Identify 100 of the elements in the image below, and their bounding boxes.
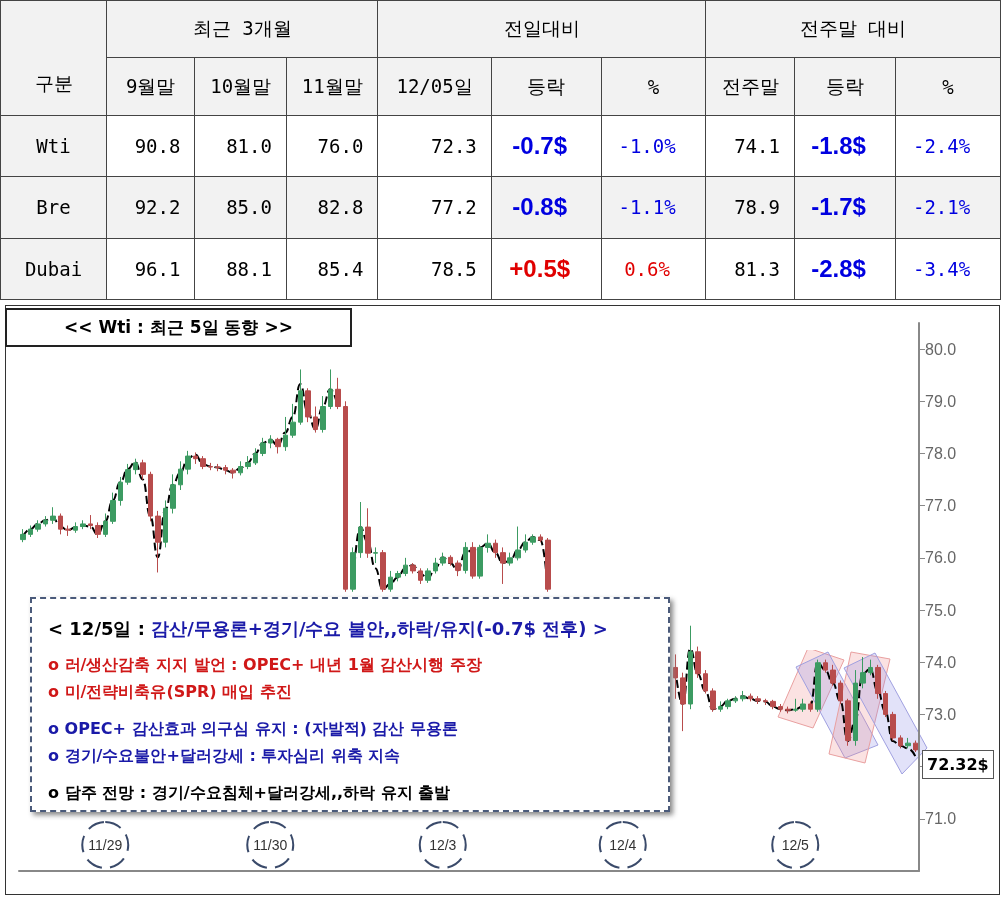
- candlestick: [425, 567, 431, 584]
- text: 72.32$: [922, 750, 994, 779]
- candlestick: [695, 646, 701, 679]
- text: 전일대비: [377, 0, 706, 58]
- text: -2.4%: [912, 135, 971, 158]
- annotation: o OPEC+ 감산효과 의구심 유지 : (자발적) 감산 무용론: [48, 719, 458, 738]
- candlestick: [95, 521, 101, 539]
- text: 72.3: [431, 135, 477, 158]
- text: -1.8$: [811, 132, 866, 160]
- candlestick: [418, 567, 423, 585]
- candlestick: [778, 703, 783, 713]
- candlestick: [170, 473, 176, 514]
- candlestick: [193, 451, 198, 465]
- candlestick: [463, 541, 468, 575]
- candlestick: [785, 706, 791, 714]
- candlestick: [125, 463, 131, 486]
- candlestick: [800, 698, 806, 713]
- category-label: %: [895, 57, 1001, 116]
- candlestick: [20, 528, 26, 543]
- candlestick: [477, 544, 483, 580]
- x-tick-label: 11/30: [253, 837, 288, 853]
- x-tick-label: 12/5: [781, 837, 810, 853]
- candlestick: [230, 467, 236, 480]
- candlestick: [703, 669, 708, 695]
- candlestick: [455, 559, 461, 577]
- category-label: 10월말: [194, 57, 287, 116]
- candlestick: [290, 403, 296, 439]
- annotation: o 러/생산감축 지지 발언 : OPEC+ 내년 1월 감산시행 주장: [48, 655, 482, 674]
- candlestick: [755, 695, 761, 705]
- candlestick: [688, 625, 693, 710]
- text: 90.8: [134, 135, 181, 158]
- category-label: 11월말: [286, 57, 378, 116]
- category-label: 9월말: [106, 57, 195, 116]
- candlestick: [88, 514, 93, 530]
- candlestick: [185, 450, 191, 475]
- candlestick: [335, 377, 341, 410]
- candlestick: [358, 501, 363, 559]
- category-label: Dubai: [24, 257, 83, 280]
- candlestick: [538, 533, 543, 543]
- y-tick-label: 75.0: [925, 601, 957, 619]
- text: -2.1%: [912, 196, 971, 219]
- candlestick: [260, 437, 266, 457]
- candlestick: [493, 539, 498, 559]
- candlestick: [298, 368, 303, 426]
- candlestick: [500, 546, 506, 585]
- text: 78.5: [431, 257, 477, 280]
- candlestick: [545, 537, 551, 593]
- candlestick: [673, 653, 678, 700]
- text: 0.6%: [624, 257, 670, 280]
- candlestick: [178, 460, 183, 491]
- candlestick: [223, 464, 228, 475]
- text: -1.1%: [618, 196, 676, 219]
- candlestick: [133, 458, 138, 475]
- candlestick: [845, 698, 851, 747]
- text: -0.8$: [512, 193, 568, 221]
- text: 구분: [0, 0, 107, 116]
- category-label: %: [601, 57, 706, 116]
- candlestick: [80, 519, 86, 530]
- candlestick: [50, 506, 56, 525]
- candlestick: [43, 515, 48, 528]
- annotation: < 12/5일 :: [48, 618, 145, 639]
- candlestick: [808, 700, 813, 713]
- text: 78.9: [734, 196, 780, 219]
- candlestick: [395, 570, 401, 582]
- candlestick: [28, 525, 33, 538]
- candlestick: [830, 664, 836, 687]
- candlestick: [793, 698, 798, 713]
- candlestick: [763, 698, 768, 706]
- candlestick: [343, 400, 348, 593]
- candlestick: [868, 659, 873, 676]
- candlestick: [680, 672, 686, 732]
- candlestick: [103, 513, 108, 538]
- candlestick: [365, 507, 371, 559]
- text: 최근 3개월: [106, 0, 378, 58]
- candlestick: [313, 406, 318, 434]
- candlestick: [440, 552, 446, 567]
- candlestick: [283, 416, 288, 452]
- y-tick-label: 78.0: [925, 444, 957, 462]
- candlestick: [215, 463, 221, 472]
- candlestick: [515, 526, 521, 561]
- annotation: 감산/무용론+경기/수요 불안,,하락/유지(-0.7$ 전후) >: [151, 618, 608, 639]
- candlestick: [733, 695, 738, 704]
- text: -1.0%: [618, 135, 676, 158]
- x-tick-label: 12/4: [609, 837, 637, 853]
- y-tick-label: 73.0: [925, 705, 957, 723]
- candlestick: [253, 447, 258, 466]
- text: 74.1: [734, 135, 780, 158]
- y-tick-label: 74.0: [925, 653, 957, 671]
- candlestick: [350, 546, 356, 593]
- candlestick: [860, 656, 866, 689]
- candlestick: [838, 680, 843, 705]
- candlestick: [373, 546, 378, 564]
- category-label: 등락: [491, 57, 602, 116]
- y-tick-label: 76.0: [925, 549, 957, 567]
- candlestick: [35, 519, 41, 533]
- text: 92.2: [134, 196, 181, 219]
- text: 85.0: [226, 196, 272, 219]
- candlestick: [485, 533, 491, 554]
- candlestick: [245, 455, 251, 470]
- candlestick: [433, 557, 438, 575]
